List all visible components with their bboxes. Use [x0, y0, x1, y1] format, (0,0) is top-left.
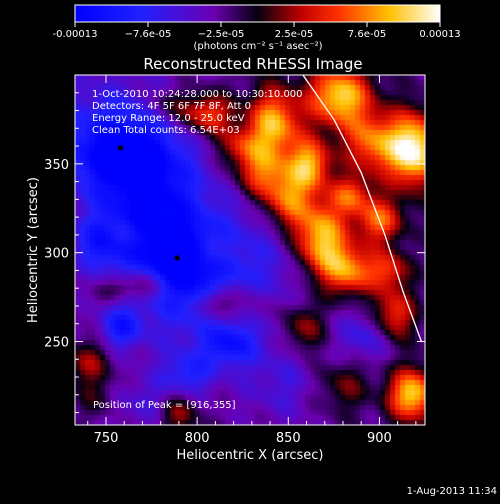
colorbar — [74, 4, 441, 23]
axis-ticks: 750 800 850 900 250 300 350 — [44, 75, 425, 446]
colorbar-tick-label: 7.6e-05 — [348, 29, 386, 40]
colorbar-units: (photons cm⁻² s⁻¹ asec⁻²) — [193, 41, 322, 52]
heatmap-image — [75, 75, 425, 425]
annotation-line: Energy Range: 12.0 - 25.0 keV — [92, 113, 245, 124]
y-tick-label: 250 — [44, 335, 69, 350]
peak-position-label: Position of Peak = [916,355] — [93, 400, 236, 411]
y-axis-label: Heliocentric Y (arcsec) — [26, 177, 41, 323]
x-tick-label: 900 — [367, 431, 392, 446]
x-tick-label: 750 — [94, 431, 119, 446]
colorbar-tick-label: 0.00013 — [419, 29, 460, 40]
plot-overlays: 1-Oct-2010 10:24:28.000 to 10:30:10.000D… — [92, 75, 423, 411]
solar-limb-line — [302, 75, 423, 342]
annotation-line: Clean Total counts: 6.54E+03 — [92, 125, 240, 136]
x-tick-label: 800 — [185, 431, 210, 446]
colorbar-ticks: -0.00013 −7.6e-05 −2.5e-05 2.5e-05 7.6e-05 0.… — [53, 22, 461, 40]
y-tick-label: 300 — [44, 247, 69, 262]
annotation-line: 1-Oct-2010 10:24:28.000 to 10:30:10.000 — [92, 89, 303, 100]
x-axis-label: Heliocentric X (arcsec) — [177, 448, 324, 463]
peak-marker — [174, 255, 180, 261]
colorbar-tick-label: 2.5e-05 — [275, 29, 313, 40]
x-tick-label: 850 — [276, 431, 301, 446]
chart-title: Reconstructed RHESSI Image — [143, 55, 362, 73]
plot-frame — [74, 74, 426, 426]
colorbar-tick-label: −2.5e-05 — [198, 29, 245, 40]
colorbar-tick-label: −7.6e-05 — [125, 29, 172, 40]
colorbar-tick-label: -0.00013 — [53, 29, 98, 40]
y-tick-label: 350 — [44, 158, 69, 173]
annotation-line: Detectors: 4F 5F 6F 7F 8F, Att 0 — [92, 101, 251, 112]
peak-marker — [117, 145, 124, 151]
timestamp: 1-Aug-2013 11:34 — [407, 486, 497, 497]
